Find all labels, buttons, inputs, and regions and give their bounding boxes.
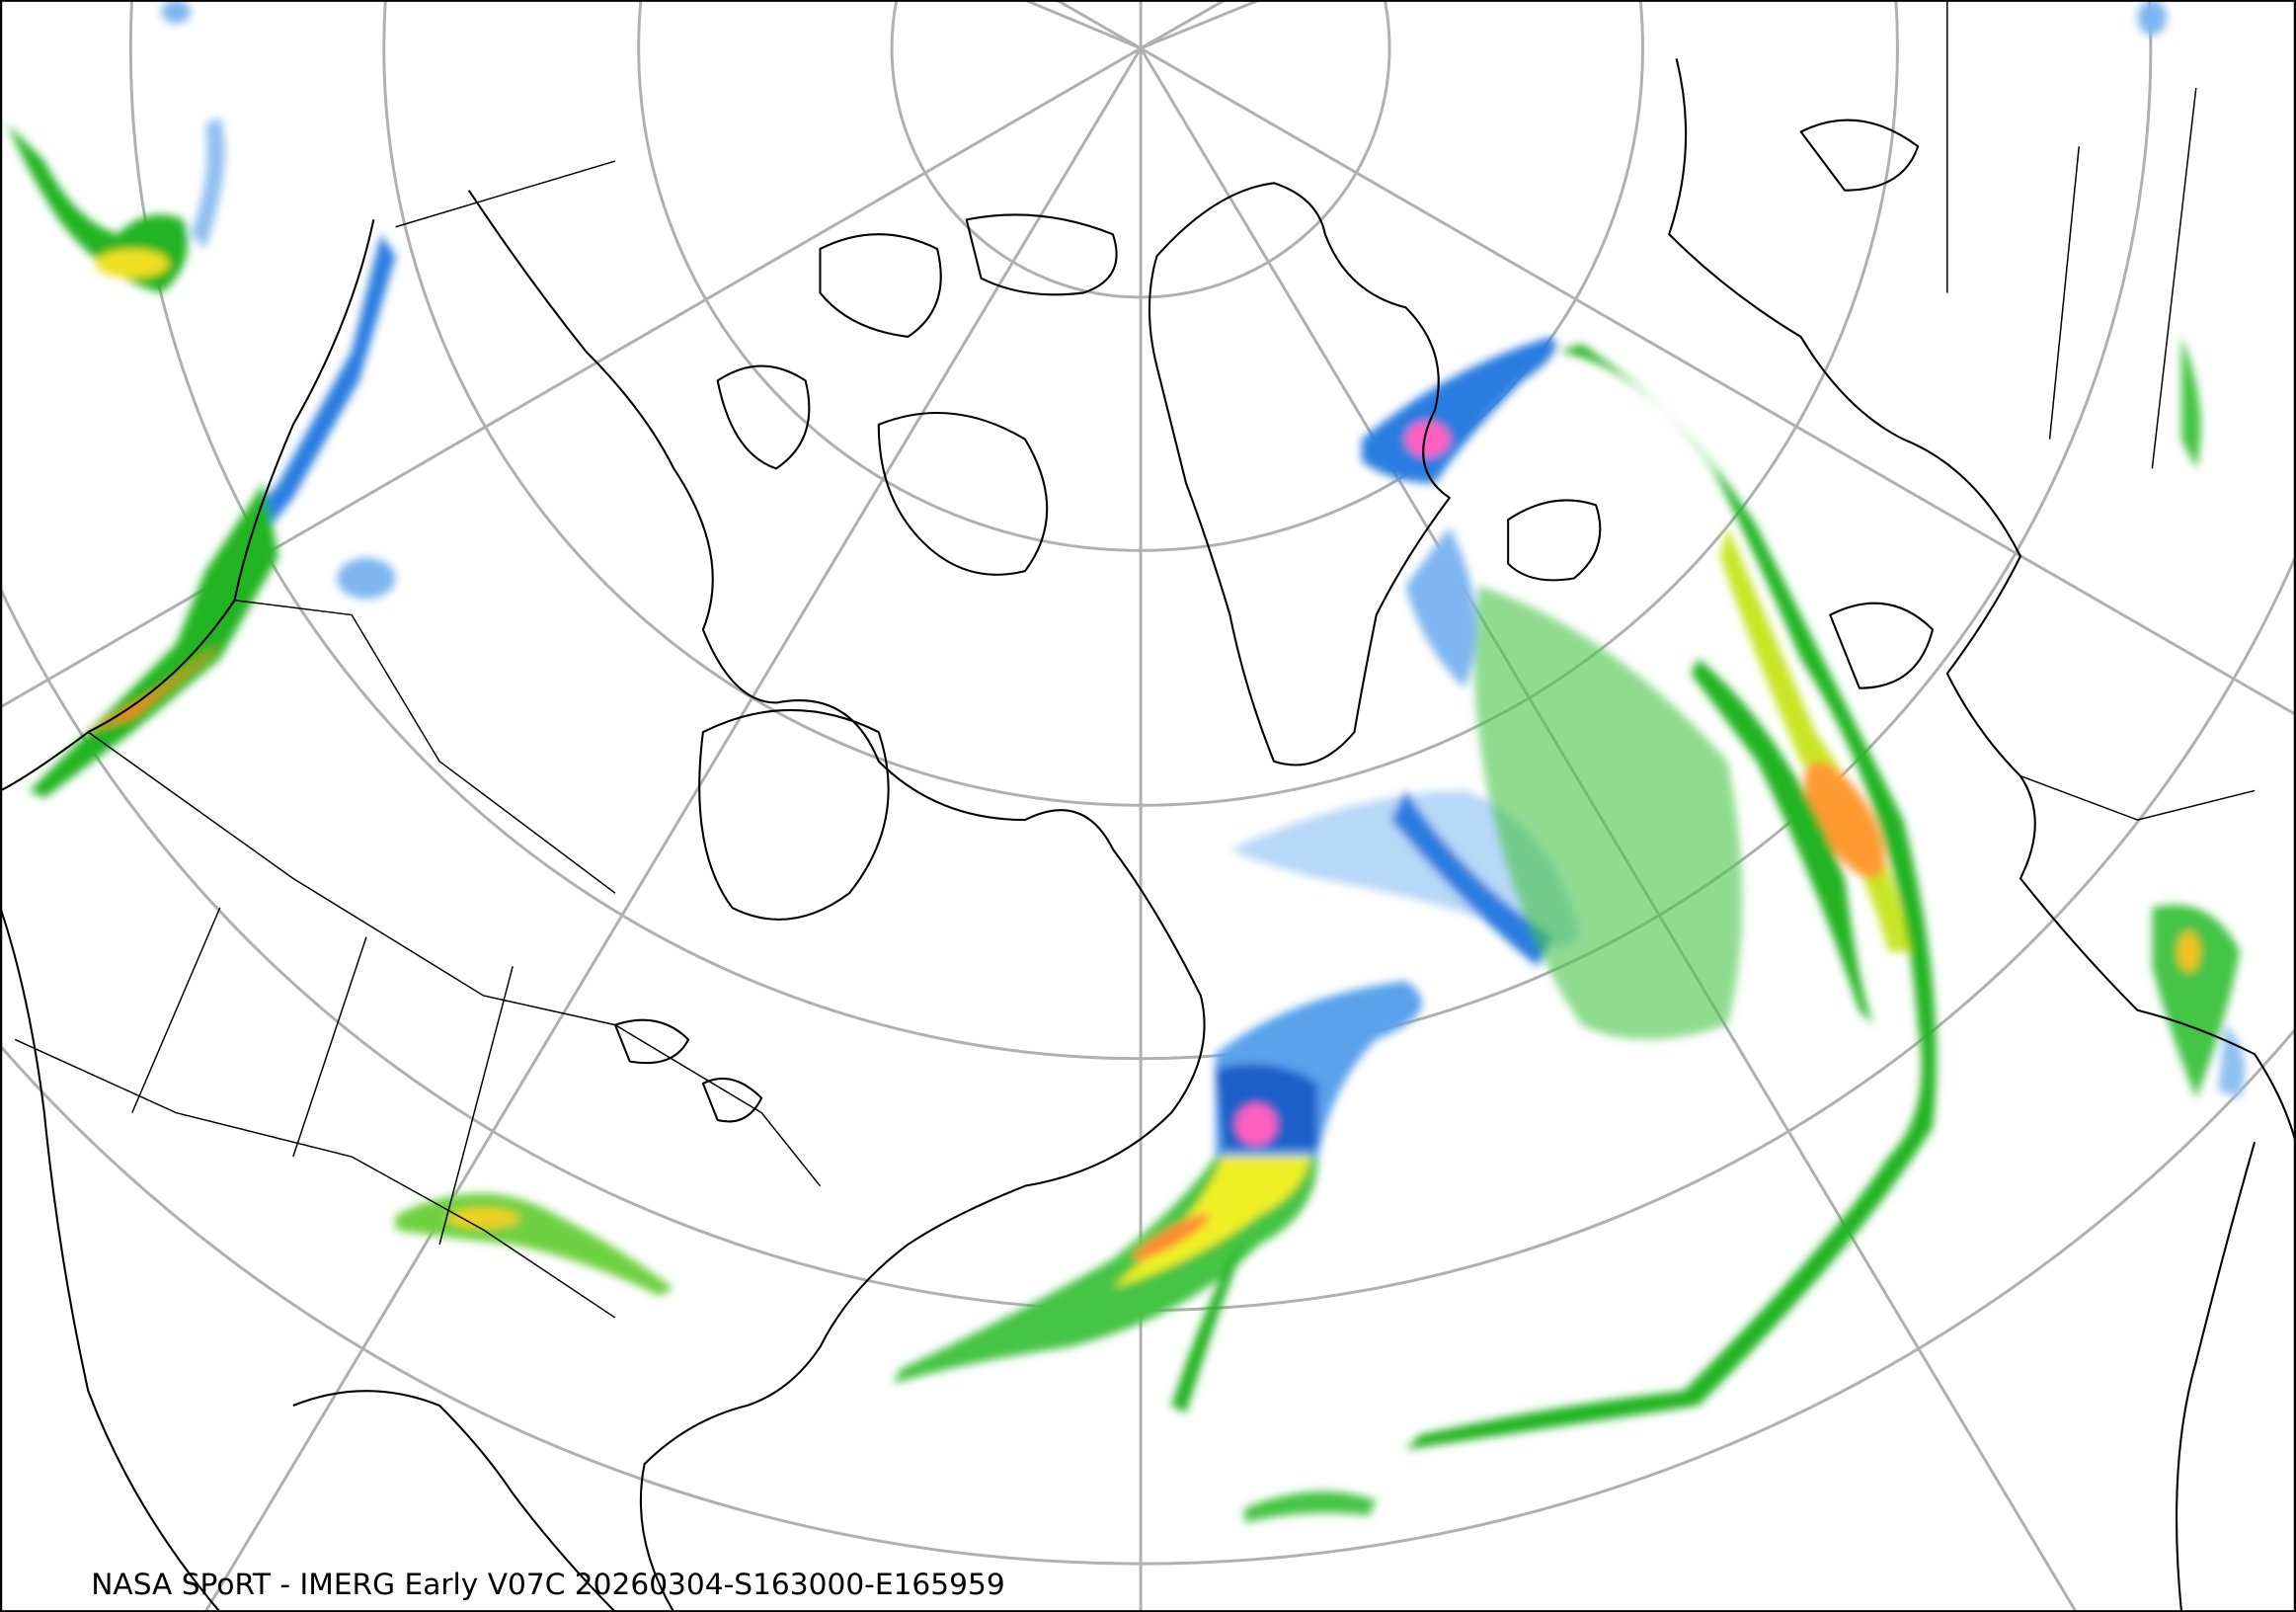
precipitation bbox=[7, 0, 2246, 1523]
coastlines bbox=[0, 58, 2296, 1612]
political-borders bbox=[14, 0, 2256, 1319]
caption: NASA SPoRT - IMERG Early V07C 20260304-S… bbox=[91, 1567, 1004, 1601]
